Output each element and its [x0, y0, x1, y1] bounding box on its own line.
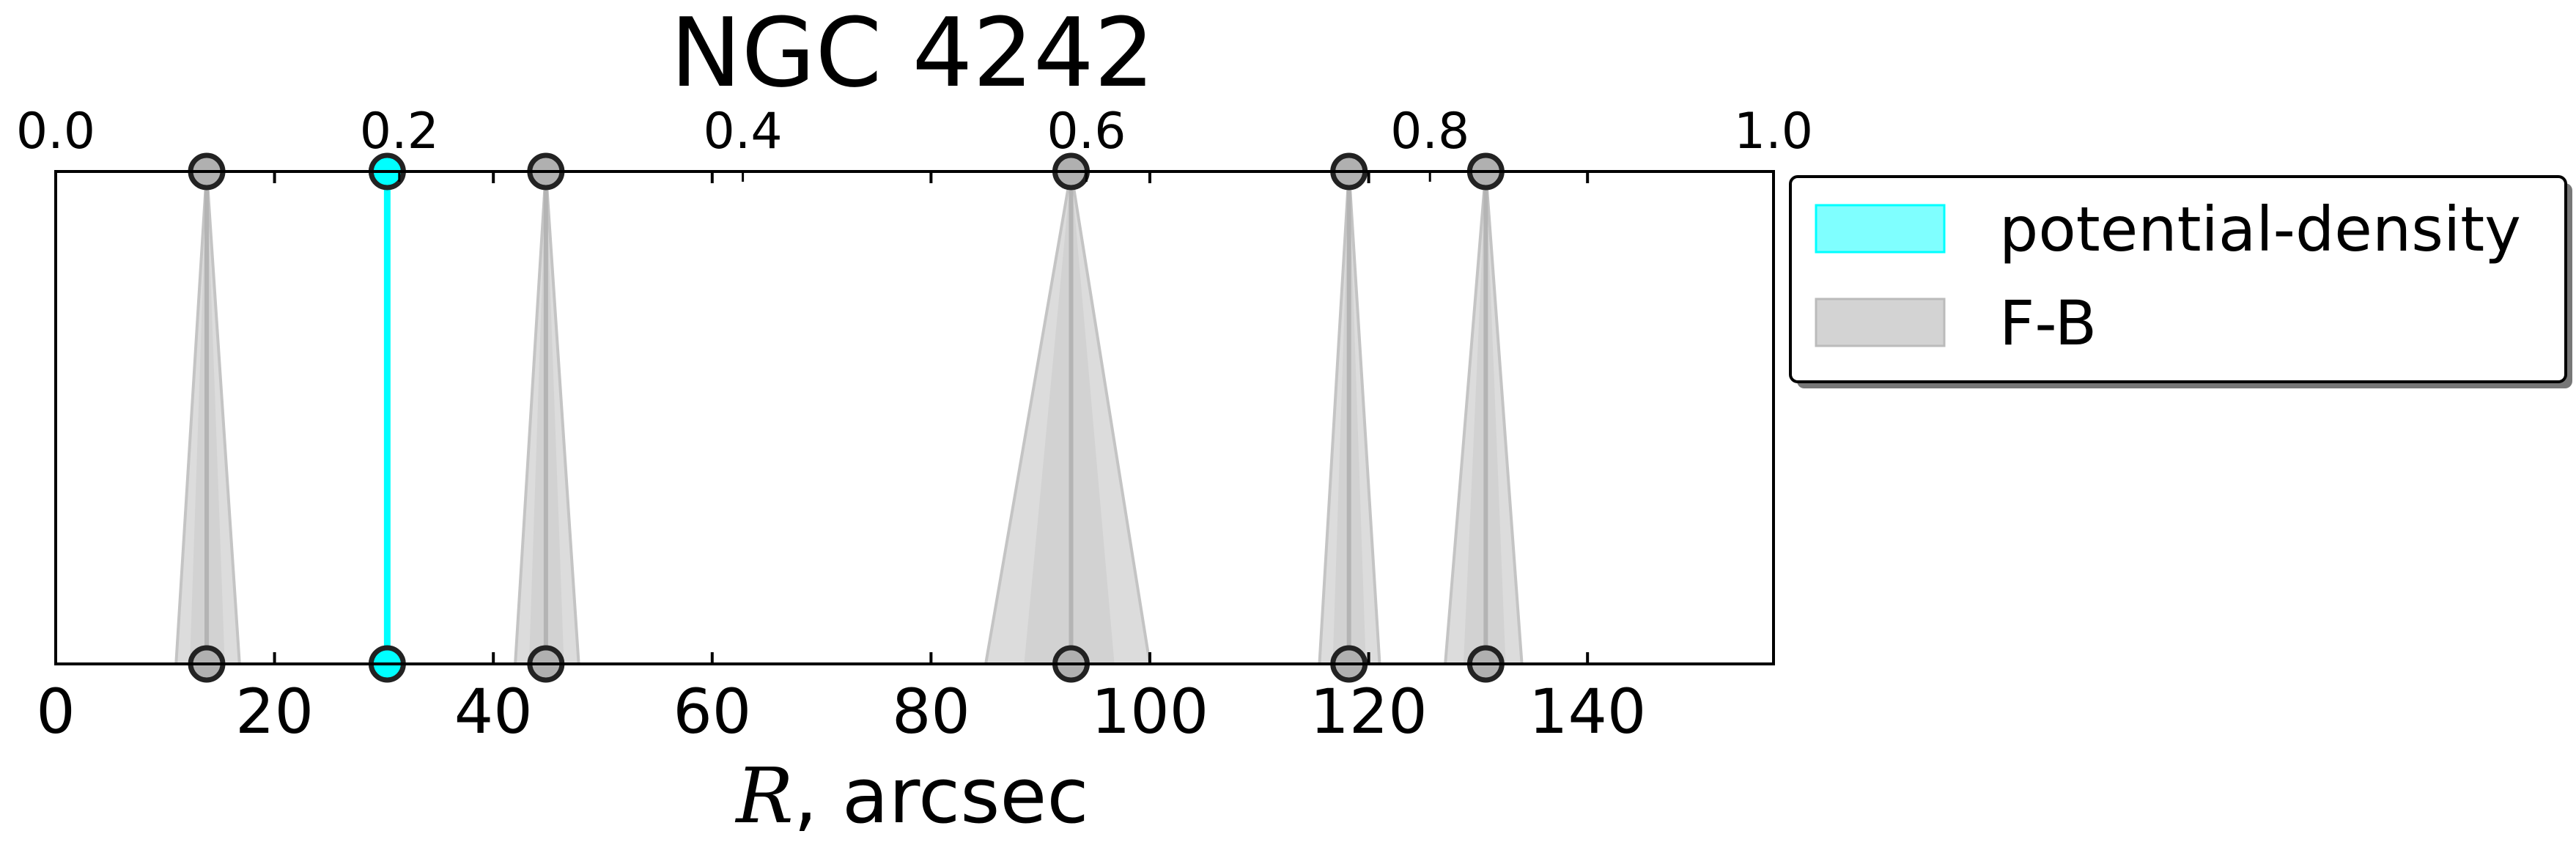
top-tick-label: 0.4	[704, 103, 783, 160]
legend-label-f-b: F-B	[1999, 287, 2097, 359]
x-tick-label: 0	[36, 676, 75, 747]
legend-box	[1789, 175, 2567, 383]
top-tick-label: 0.8	[1390, 103, 1469, 160]
x-axis-bottom: 0 20 40 60 80 100 120 140	[36, 171, 1646, 747]
legend-swatch-potential-density	[1815, 204, 1946, 254]
x-axis-label-unit: , arcsec	[794, 751, 1089, 841]
top-tick-label: 0.0	[16, 103, 95, 160]
legend-swatch-f-b	[1815, 298, 1946, 347]
x-tick-label: 40	[454, 676, 533, 747]
x-tick-label: 100	[1091, 676, 1208, 747]
x-tick-label: 20	[235, 676, 314, 747]
legend: potential-density F-B	[1789, 175, 2572, 388]
x-tick-label: 120	[1310, 676, 1427, 747]
plot-frame	[54, 170, 1775, 665]
chart-title: NGC 4242	[671, 0, 1155, 108]
x-axis-label: R, arcsec	[734, 751, 1088, 841]
x-tick-label: 140	[1529, 676, 1646, 747]
x-axis-label-variable: R	[734, 751, 793, 841]
x-tick-label: 60	[673, 676, 751, 747]
plot-area	[174, 152, 1524, 683]
top-tick-label: 1.0	[1734, 103, 1813, 160]
x-tick-label: 80	[892, 676, 970, 747]
top-tick-label: 0.6	[1047, 103, 1126, 160]
x-axis-top: 0.0 0.2 0.4 0.6 0.8 1.0	[16, 103, 1813, 182]
legend-label-potential-density: potential-density	[1999, 193, 2521, 265]
top-tick-label: 0.2	[360, 103, 439, 160]
